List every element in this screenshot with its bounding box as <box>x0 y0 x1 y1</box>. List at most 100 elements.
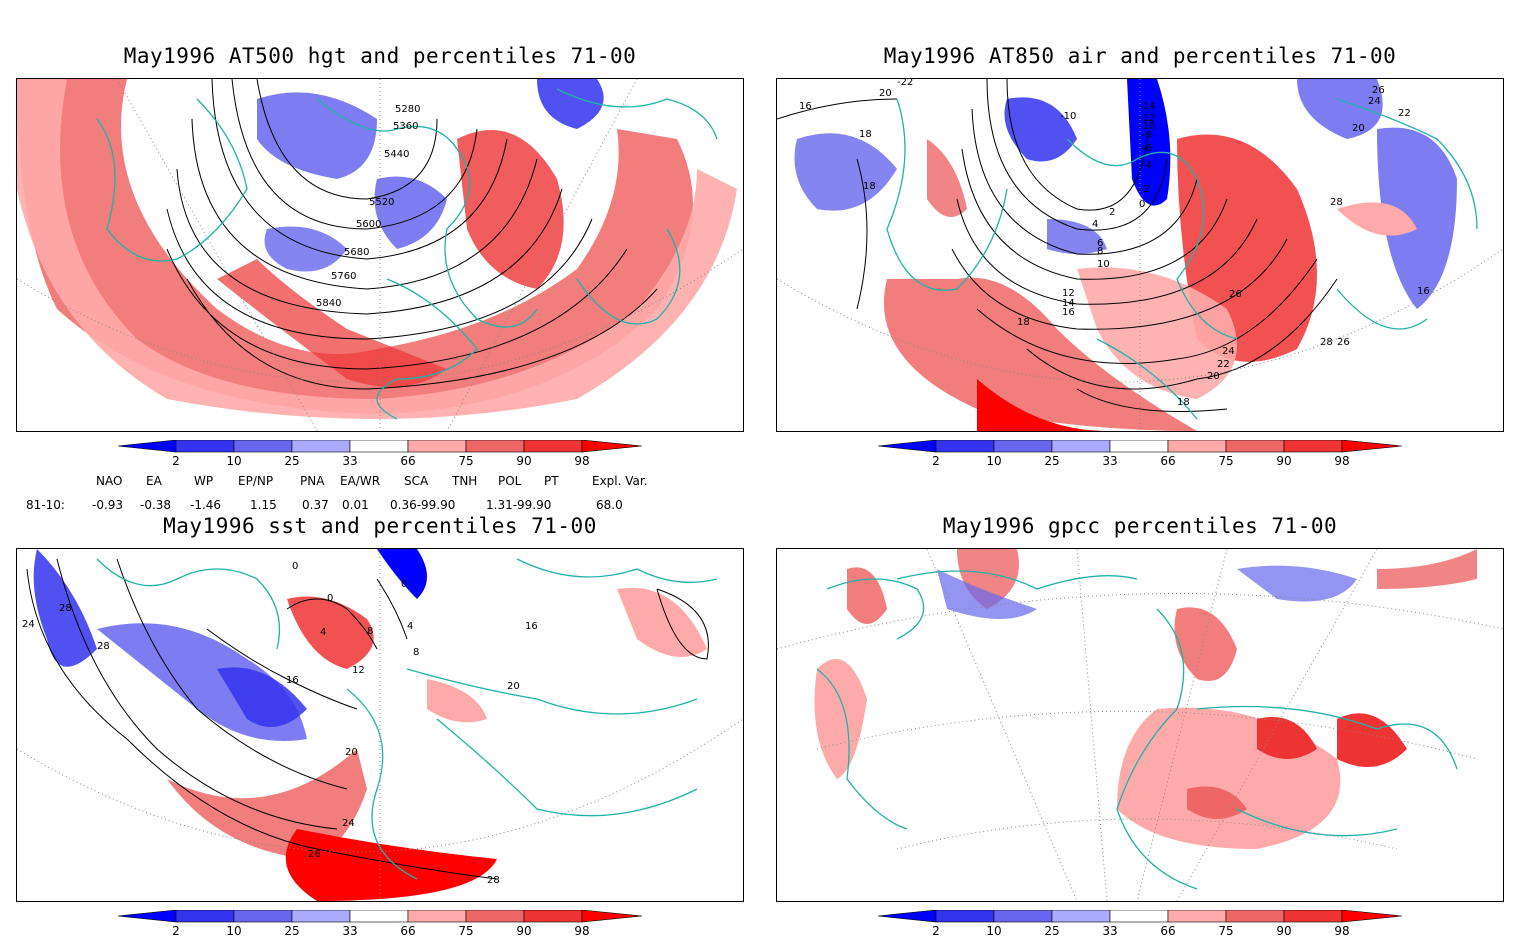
tele-header: POL <box>498 474 522 488</box>
contour-label: 26 <box>1229 289 1242 300</box>
map-sst: 28 24 28 0 0 0 4 8 4 8 12 16 20 24 26 28… <box>17 549 743 901</box>
teleconnection-table: NAO EA WP EP/NP PNA EA/WR SCA TNH POL PT… <box>0 474 700 514</box>
contour-label: 26 <box>1372 85 1385 96</box>
panel-title-850air: May1996 AT850 air and percentiles 71-00 <box>883 44 1397 68</box>
colorbar-swatch <box>1051 440 1111 453</box>
contour-label: 16 <box>525 621 538 632</box>
tele-header: EA <box>146 474 162 488</box>
grid-lines <box>17 549 743 901</box>
contour-label: 10 <box>1097 259 1110 270</box>
colorbar-label: 75 <box>458 454 474 468</box>
colorbar-swatch <box>581 440 642 453</box>
colorbar-swatch <box>878 440 937 453</box>
colorbar-swatch <box>233 440 293 453</box>
contour-label: 28 <box>1330 197 1343 208</box>
panel-title-gpcc: May1996 gpcc percentiles 71-00 <box>942 514 1338 538</box>
contour-label: 8 <box>367 626 373 637</box>
contour-label: 26 <box>308 849 321 860</box>
colorbar-swatch <box>581 910 642 923</box>
colorbar-swatch <box>1167 440 1227 453</box>
colorbar-label: 90 <box>516 924 532 938</box>
colorbar-swatch <box>1341 910 1402 923</box>
contour-label: 5520 <box>369 197 394 208</box>
contour-label: -12 <box>1139 113 1155 124</box>
contour-labels: 28 24 28 0 0 0 4 8 4 8 12 16 20 24 26 28… <box>22 561 538 886</box>
tele-value: 0.36-99.90 <box>390 498 456 512</box>
colorbar-swatch <box>1167 910 1227 923</box>
panel-title-500hgt: May1996 AT500 hgt and percentiles 71-00 <box>123 44 637 68</box>
contour-label: 14 <box>1062 298 1075 309</box>
contour-label: 24 <box>22 619 35 630</box>
colorbar-label: 33 <box>1102 454 1118 468</box>
contour-label: -4 <box>1142 160 1152 171</box>
contour-label: -10 <box>1139 121 1155 132</box>
colorbar-label: 98 <box>1334 454 1350 468</box>
tele-value: 68.0 <box>596 498 623 512</box>
contour-label: 12 <box>1062 288 1075 299</box>
colorbar-swatch <box>935 440 995 453</box>
map-500hgt: 5280 5360 5440 5520 5600 5680 5760 5840 <box>17 79 743 431</box>
contour-label: 18 <box>1017 317 1030 328</box>
contour-label: 5280 <box>395 104 420 115</box>
tele-value: 0.01 <box>342 498 369 512</box>
contour-label: 28 <box>1320 337 1333 348</box>
contour-label: 0 <box>1139 199 1145 210</box>
colorbar-label: 98 <box>1334 924 1350 938</box>
coastlines <box>96 88 718 420</box>
percentile-shading <box>33 549 707 901</box>
colorbar-label: 33 <box>1102 924 1118 938</box>
colorbar-label: 33 <box>342 454 358 468</box>
contour-label: 4 <box>407 621 413 632</box>
colorbar-label: 98 <box>574 924 590 938</box>
tele-value: 1.15 <box>250 498 277 512</box>
colorbar-label: 75 <box>458 924 474 938</box>
contour-lines <box>26 558 709 880</box>
colorbar-swatch <box>1051 910 1111 923</box>
contour-label: 5360 <box>393 121 418 132</box>
colorbar-swatch <box>1225 440 1285 453</box>
colorbar-label: 66 <box>400 454 416 468</box>
colorbar-gpcc: 2 10 25 33 66 75 90 98 <box>878 910 1402 950</box>
percentile-shading <box>794 79 1457 431</box>
contour-label: 0 <box>401 579 407 590</box>
colorbar-label: 25 <box>1044 924 1060 938</box>
colorbar-label: 75 <box>1218 454 1234 468</box>
colorbar-swatch <box>118 910 177 923</box>
colorbar-swatch <box>349 910 409 923</box>
contour-label: 28 <box>487 875 500 886</box>
contour-label: 16 <box>799 101 812 112</box>
contour-label: 8 <box>413 647 419 658</box>
colorbar-swatches <box>878 440 1402 453</box>
contour-label: -2 <box>1140 184 1150 195</box>
contour-label: 18 <box>859 129 872 140</box>
colorbar-500hgt: 2 10 25 33 66 75 90 98 <box>118 440 642 480</box>
contour-labels: 5280 5360 5440 5520 5600 5680 5760 5840 <box>316 104 420 309</box>
map-gpcc <box>777 549 1503 901</box>
contour-label: 6 <box>1097 238 1103 249</box>
colorbar-label: 2 <box>932 924 940 938</box>
colorbar-swatch <box>1109 910 1169 923</box>
tele-header: SCA <box>404 474 429 488</box>
tele-value: -0.93 <box>92 498 124 512</box>
contour-label: -8 <box>1142 130 1152 141</box>
map-panel-850air: -22 16 20 18 18 -10 -14 -12 -10 -8 -6 -4… <box>776 78 1504 432</box>
colorbar-swatch <box>1109 440 1169 453</box>
contour-label: 24 <box>1222 346 1235 357</box>
contour-label: 0 <box>292 561 298 572</box>
contour-labels: -22 16 20 18 18 -10 -14 -12 -10 -8 -6 -4… <box>799 79 1430 408</box>
colorbar-label: 33 <box>342 924 358 938</box>
colorbar-swatches <box>878 910 1402 923</box>
tele-header: EA/WR <box>340 474 381 488</box>
colorbar-swatch <box>465 910 525 923</box>
contour-label: -14 <box>1139 101 1155 112</box>
panel-title-sst: May1996 sst and percentiles 71-00 <box>163 514 597 538</box>
contour-label: 5440 <box>384 149 409 160</box>
tele-header: PNA <box>300 474 325 488</box>
tele-header: EP/NP <box>238 474 274 488</box>
contour-label: 26 <box>1337 337 1350 348</box>
contour-label: 28 <box>59 603 72 614</box>
tele-header: Expl. Var. <box>592 474 648 488</box>
percentile-shading <box>17 79 737 419</box>
grid-lines <box>17 79 743 431</box>
colorbar-label: 90 <box>516 454 532 468</box>
